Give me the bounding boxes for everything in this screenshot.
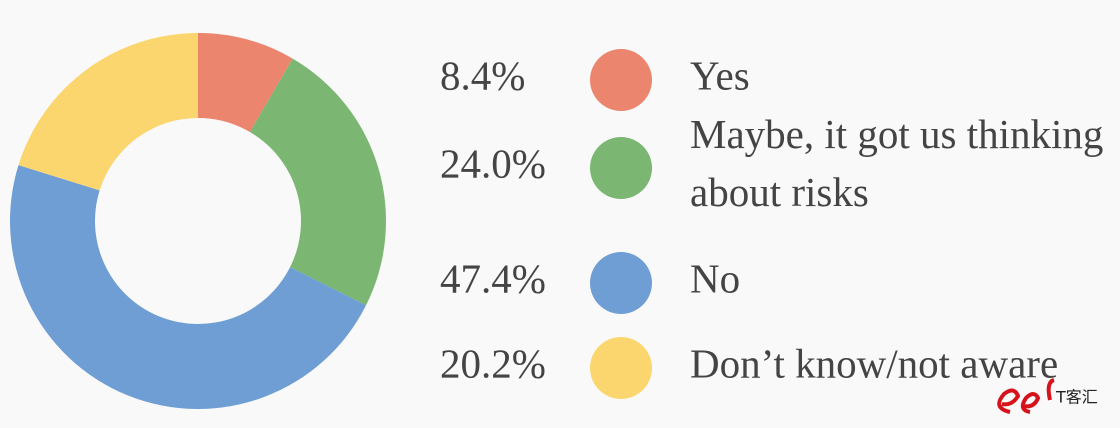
legend-swatch bbox=[590, 49, 652, 111]
legend-label: Don’t know/not aware bbox=[690, 340, 1058, 386]
legend-label-line: Maybe, it got us thinking bbox=[690, 111, 1103, 157]
donut-slice bbox=[198, 33, 293, 133]
legend-label-line: about risks bbox=[690, 169, 869, 215]
watermark-logo: T客汇 bbox=[997, 378, 1098, 414]
value-label: 24.0% bbox=[440, 140, 546, 186]
donut-slice bbox=[10, 165, 367, 409]
legend-label: No bbox=[690, 255, 740, 301]
legend-swatch bbox=[590, 337, 652, 399]
legend-swatch bbox=[590, 252, 652, 314]
donut-slice bbox=[18, 33, 198, 191]
legend-swatch bbox=[590, 137, 652, 199]
legend-label: Maybe, it got us thinking about risks bbox=[690, 111, 1103, 215]
value-label: 20.2% bbox=[440, 340, 546, 386]
watermark: T客汇 bbox=[1055, 388, 1098, 407]
donut-slice bbox=[249, 58, 386, 306]
value-label: 8.4% bbox=[440, 52, 525, 98]
logo-mark bbox=[997, 378, 1055, 414]
value-label: 47.4% bbox=[440, 255, 546, 301]
legend-label: Yes bbox=[690, 52, 750, 98]
